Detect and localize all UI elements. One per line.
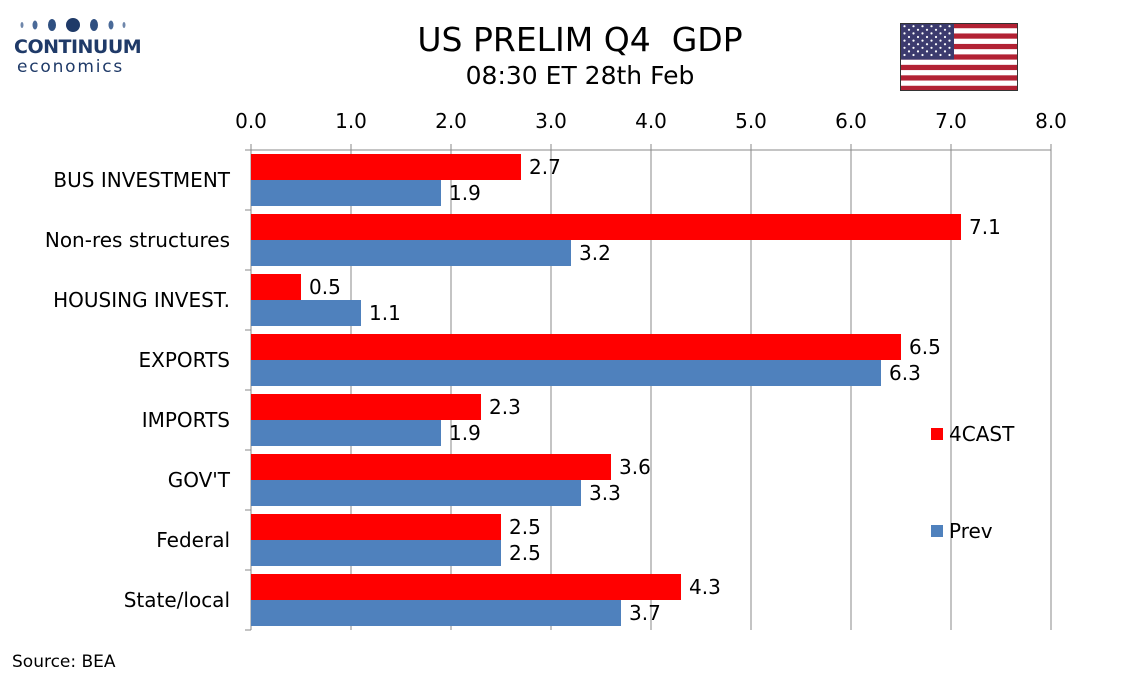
bar-prev [251, 300, 361, 326]
x-tick-label: 5.0 [735, 109, 767, 133]
data-label: 3.6 [619, 455, 651, 479]
data-label: 2.7 [529, 155, 561, 179]
bar-4cast [251, 274, 301, 300]
bar-prev [251, 180, 441, 206]
data-label: 4.3 [689, 575, 721, 599]
brand-tagline: economics [17, 57, 125, 77]
logo-dots-icon [20, 18, 126, 32]
x-tick-label: 8.0 [1035, 109, 1067, 133]
category-label: HOUSING INVEST. [53, 288, 230, 312]
brand-logo: CONTINUUM economics [14, 14, 144, 77]
data-label: 2.3 [489, 395, 521, 419]
category-label: State/local [124, 588, 230, 612]
bar-4cast [251, 454, 611, 480]
bar-prev [251, 240, 571, 266]
bar-prev [251, 540, 501, 566]
data-label: 0.5 [309, 275, 341, 299]
data-label: 3.7 [629, 601, 661, 625]
category-label: EXPORTS [139, 348, 231, 372]
bar-prev [251, 420, 441, 446]
category-label: Non-res structures [45, 228, 230, 252]
bar-4cast [251, 214, 961, 240]
legend-swatch-4cast [931, 428, 943, 440]
data-label: 2.5 [509, 515, 541, 539]
data-label: 6.5 [909, 335, 941, 359]
data-label: 3.3 [589, 481, 621, 505]
bar-4cast [251, 574, 681, 600]
bar-4cast [251, 334, 901, 360]
data-label: 7.1 [969, 215, 1001, 239]
chart-subtitle: 08:30 ET 28th Feb [465, 61, 695, 90]
x-tick-label: 7.0 [935, 109, 967, 133]
category-label: Federal [156, 528, 230, 552]
bar-4cast [251, 394, 481, 420]
bar-4cast [251, 154, 521, 180]
source-note: Source: BEA [12, 652, 116, 672]
bar-prev [251, 480, 581, 506]
x-tick-label: 6.0 [835, 109, 867, 133]
x-tick-label: 1.0 [335, 109, 367, 133]
data-label: 3.2 [579, 241, 611, 265]
data-label: 6.3 [889, 361, 921, 385]
category-label: BUS INVESTMENT [53, 168, 230, 192]
category-label: GOV'T [168, 468, 231, 492]
x-tick-label: 4.0 [635, 109, 667, 133]
bar-prev [251, 600, 621, 626]
category-label: IMPORTS [142, 408, 230, 432]
chart-title: US PRELIM Q4 GDP [417, 20, 743, 59]
legend-swatch-prev [931, 525, 943, 537]
legend-label: 4CAST [949, 422, 1015, 446]
data-label: 1.1 [369, 301, 401, 325]
legend-label: Prev [949, 519, 993, 543]
data-label: 1.9 [449, 181, 481, 205]
data-label: 1.9 [449, 421, 481, 445]
data-label: 2.5 [509, 541, 541, 565]
x-tick-label: 2.0 [435, 109, 467, 133]
bar-4cast [251, 514, 501, 540]
us-flag-icon [900, 23, 1018, 91]
brand-name: CONTINUUM [14, 36, 142, 58]
bar-prev [251, 360, 881, 386]
x-tick-label: 3.0 [535, 109, 567, 133]
x-tick-label: 0.0 [235, 109, 267, 133]
